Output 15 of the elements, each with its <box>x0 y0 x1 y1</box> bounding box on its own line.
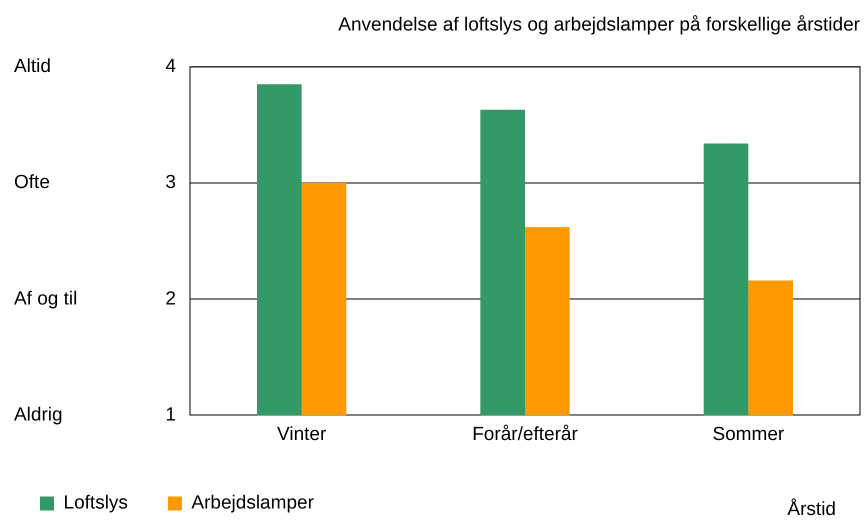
text: Ofte <box>14 172 50 194</box>
x-axis-title: Årstid <box>787 498 836 520</box>
legend-label: Arbejdslamper <box>191 492 315 514</box>
x-tick-label: Forår/efterår <box>472 424 578 445</box>
y-tick-label: 2 <box>165 288 176 310</box>
chart-title: Anvendelse af loftslys og arbejdslamper på forskellige årstider <box>338 14 861 36</box>
y-tick-label: 3 <box>165 172 176 194</box>
text: Altid <box>14 56 51 78</box>
y-tick-label: 4 <box>165 56 176 78</box>
text: Aldrig <box>14 404 63 426</box>
x-tick-label: Sommer <box>712 424 785 445</box>
y-tick-label: 1 <box>165 404 176 426</box>
text: Af og til <box>14 288 78 310</box>
legend-label: Loftslys <box>64 492 128 514</box>
x-tick-label: Vinter <box>277 424 327 445</box>
